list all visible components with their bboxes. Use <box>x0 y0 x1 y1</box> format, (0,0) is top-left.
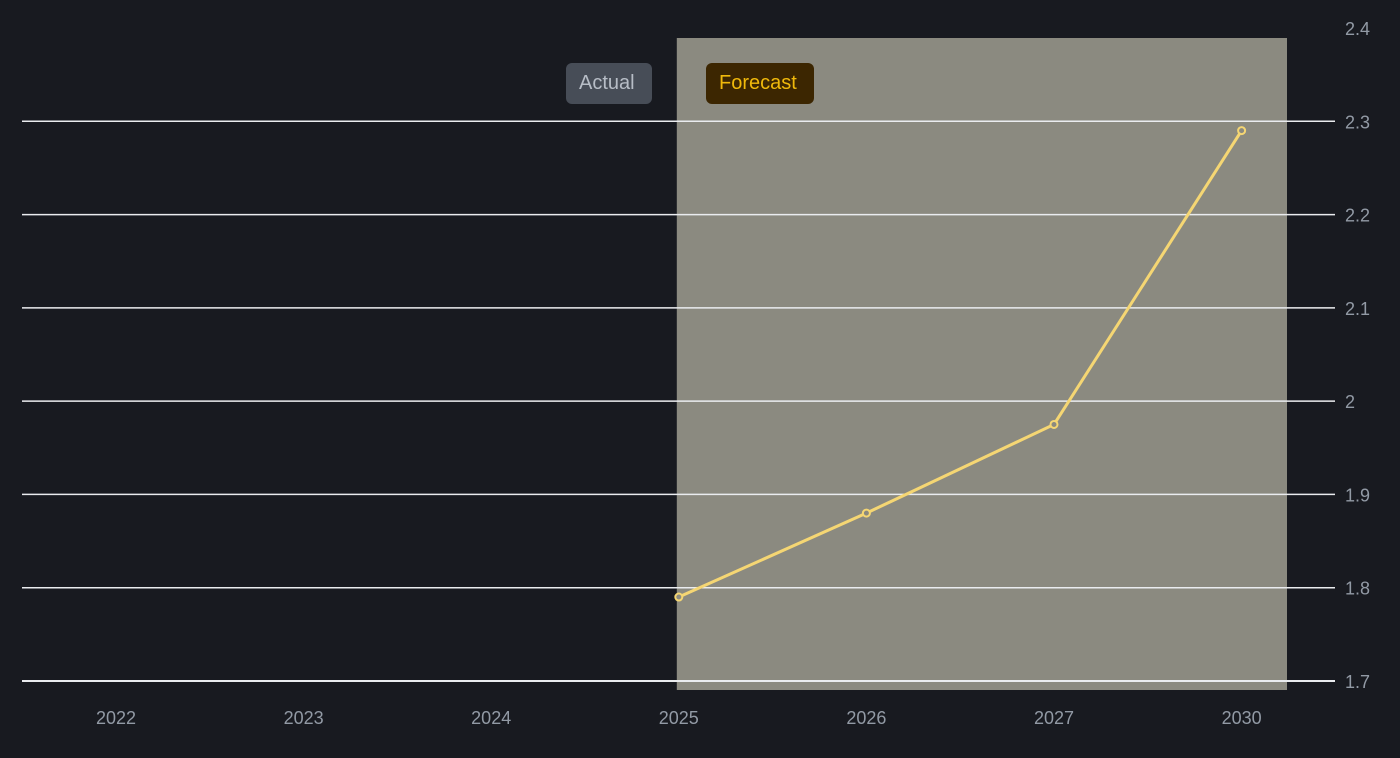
x-tick-label: 2030 <box>1222 708 1262 728</box>
data-points <box>674 126 1247 602</box>
legend-actual-badge[interactable]: Actual <box>566 63 652 104</box>
data-point[interactable] <box>1237 126 1247 136</box>
x-tick-label: 2025 <box>659 708 699 728</box>
data-point[interactable] <box>674 592 684 602</box>
y-tick-label: 2.4 <box>1345 19 1370 39</box>
y-axis-ticks: 1.7 1.8 1.9 2 2.1 2.2 2.3 2.4 <box>1345 19 1370 692</box>
y-tick-label: 1.7 <box>1345 672 1370 692</box>
x-tick-label: 2026 <box>846 708 886 728</box>
y-tick-label: 2.2 <box>1345 206 1370 226</box>
x-tick-label: 2022 <box>96 708 136 728</box>
gridlines <box>22 120 1335 682</box>
y-tick-label: 2.1 <box>1345 299 1370 319</box>
x-axis-ticks: 2022 2023 2024 2025 2026 2027 2030 <box>96 708 1262 728</box>
data-point[interactable] <box>1049 419 1059 429</box>
forecast-region <box>676 38 1287 690</box>
x-tick-label: 2024 <box>471 708 511 728</box>
y-tick-label: 2.3 <box>1345 112 1370 132</box>
x-tick-label: 2023 <box>284 708 324 728</box>
y-tick-label: 1.8 <box>1345 579 1370 599</box>
data-point[interactable] <box>861 508 871 518</box>
y-tick-label: 2 <box>1345 392 1355 412</box>
legend-forecast-badge[interactable]: Forecast <box>706 63 814 104</box>
x-tick-label: 2027 <box>1034 708 1074 728</box>
series-line-forecast <box>678 129 1243 599</box>
y-tick-label: 1.9 <box>1345 485 1370 505</box>
